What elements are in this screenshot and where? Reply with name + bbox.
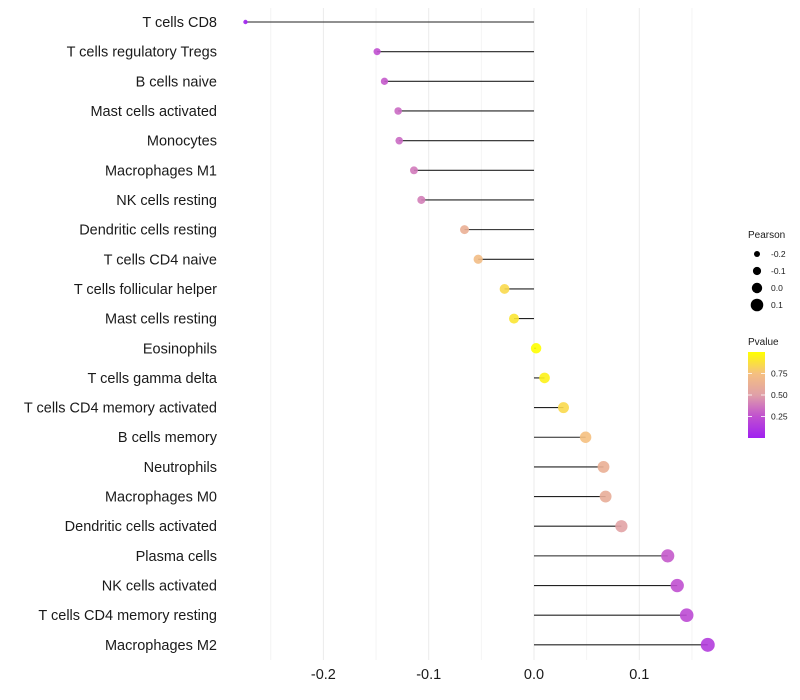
y-tick-label: Mast cells activated <box>90 104 217 120</box>
data-point <box>700 637 715 652</box>
y-tick-label: Mast cells resting <box>105 312 217 328</box>
y-tick-label: T cells CD4 memory activated <box>24 401 217 417</box>
y-tick-label: Monocytes <box>147 134 217 150</box>
y-tick-label: T cells gamma delta <box>88 371 218 387</box>
y-tick-label: NK cells activated <box>102 579 217 595</box>
size-legend-label: -0.1 <box>771 266 786 276</box>
y-tick-label: Eosinophils <box>143 341 217 357</box>
x-tick-label: 0.1 <box>629 667 649 683</box>
y-tick-label: T cells follicular helper <box>74 282 217 298</box>
data-point <box>243 19 248 25</box>
data-point <box>579 431 592 443</box>
size-legend-dot <box>751 282 763 294</box>
data-point <box>417 195 426 204</box>
legend: Pearson -0.2-0.10.00.1 Pvalue 0.250.500.… <box>748 230 788 438</box>
data-point <box>509 313 519 324</box>
colorbar-label: 0.50 <box>771 390 788 400</box>
data-point <box>599 490 612 503</box>
data-point <box>499 284 510 294</box>
legend-size-title: Pearson <box>748 230 785 241</box>
data-point <box>670 578 684 593</box>
x-tick-label: -0.2 <box>311 667 336 683</box>
data-point <box>679 608 694 622</box>
data-point <box>395 136 404 145</box>
y-tick-label: Macrophages M2 <box>105 638 217 654</box>
y-tick-label: T cells CD4 memory resting <box>38 608 217 624</box>
y-tick-label: NK cells resting <box>116 193 217 209</box>
size-legend-label: -0.2 <box>771 249 786 259</box>
data-point <box>460 225 469 235</box>
y-tick-label: Macrophages M1 <box>105 163 217 179</box>
y-tick-label: B cells memory <box>118 430 218 446</box>
y-tick-label: B cells naive <box>136 74 217 90</box>
legend-color-title: Pvalue <box>748 337 779 348</box>
y-axis-labels: T cells CD8 T cells regulatory Tregs B ce… <box>24 15 218 654</box>
y-tick-label: T cells CD8 <box>142 15 217 31</box>
size-legend-dot <box>752 266 762 276</box>
y-tick-label: T cells CD4 naive <box>104 252 217 268</box>
pvalue-colorbar <box>748 352 765 438</box>
size-legend-dot <box>750 298 764 312</box>
size-legend-label: 0.1 <box>771 300 783 310</box>
data-point <box>380 77 389 85</box>
data-point <box>557 402 569 414</box>
data-point <box>394 107 402 115</box>
points <box>243 19 715 652</box>
y-tick-label: Dendritic cells resting <box>79 223 217 239</box>
data-point <box>615 520 628 533</box>
colorbar-label: 0.25 <box>771 412 788 422</box>
x-tick-label: 0.0 <box>524 667 544 683</box>
data-point <box>661 549 675 563</box>
colorbar-label: 0.75 <box>771 369 788 379</box>
color-legend-ticks: 0.25 0.50 0.75 <box>748 369 788 422</box>
size-legend-label: 0.0 <box>771 283 783 293</box>
stems <box>245 21 708 646</box>
x-axis-ticks: -0.2 -0.1 0.0 0.1 <box>311 667 649 683</box>
data-point <box>530 343 542 354</box>
data-point <box>410 166 418 175</box>
data-point <box>373 48 381 56</box>
y-tick-label: Neutrophils <box>144 460 217 476</box>
grid-lines <box>270 8 693 660</box>
size-legend-dot <box>753 250 761 258</box>
y-tick-label: Dendritic cells activated <box>65 519 217 535</box>
size-legend-entries: -0.2 -0.1 0.0 0.1 <box>750 249 786 312</box>
y-tick-label: Plasma cells <box>136 549 217 565</box>
data-point <box>539 372 550 384</box>
y-tick-label: Macrophages M0 <box>105 490 217 506</box>
x-tick-label: -0.1 <box>416 667 441 683</box>
data-point <box>473 254 483 264</box>
y-tick-label: T cells regulatory Tregs <box>67 45 217 61</box>
data-point <box>597 460 610 473</box>
